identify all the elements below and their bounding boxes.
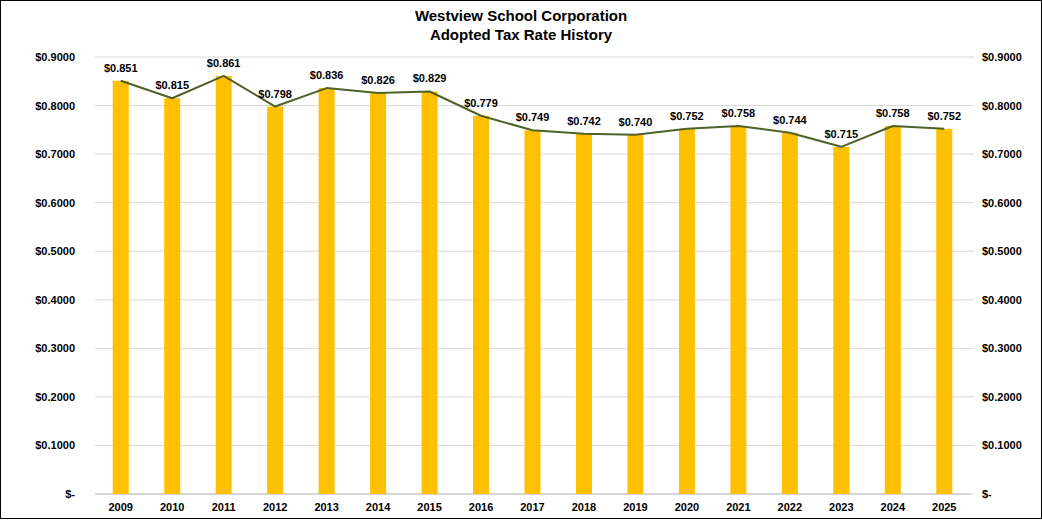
y2-tick-label: $0.6000 — [982, 197, 1022, 209]
y-tick-label: $0.9000 — [35, 51, 75, 63]
data-label: $0.758 — [876, 107, 910, 119]
y2-tick — [970, 57, 974, 58]
x-tick-label: 2016 — [469, 501, 493, 513]
y2-tick-label: $0.2000 — [982, 391, 1022, 403]
y2-tick — [970, 299, 974, 300]
data-label: $0.749 — [516, 111, 550, 123]
y-tick-label: $0.6000 — [35, 197, 75, 209]
bar — [679, 129, 695, 494]
y2-tick — [970, 494, 974, 495]
data-label: $0.836 — [310, 69, 344, 81]
subtitle: Adopted Tax Rate History — [430, 26, 613, 43]
y2-tick-label: $0.3000 — [982, 342, 1022, 354]
x-tick-label: 2022 — [778, 501, 802, 513]
bar — [267, 107, 283, 494]
y-tick-label: $0.2000 — [35, 391, 75, 403]
y2-tick-label: $- — [982, 488, 992, 500]
y2-tick — [970, 348, 974, 349]
data-label: $0.758 — [722, 107, 756, 119]
bar — [422, 91, 438, 494]
bar — [576, 134, 592, 494]
y2-tick — [970, 445, 974, 446]
chart-border — [1, 1, 1042, 519]
data-label: $0.826 — [361, 74, 395, 86]
x-tick-label: 2017 — [520, 501, 544, 513]
line — [121, 76, 945, 147]
x-tick-label: 2015 — [417, 501, 441, 513]
data-label: $0.752 — [670, 110, 704, 122]
data-label: $0.815 — [155, 79, 189, 91]
bar — [730, 126, 746, 494]
x-tick-label: 2010 — [160, 501, 184, 513]
data-label: $0.742 — [567, 115, 601, 127]
x-tick-label: 2013 — [314, 501, 338, 513]
plot-area — [113, 76, 953, 494]
y2-tick-label: $0.9000 — [982, 51, 1022, 63]
bar — [833, 147, 849, 494]
y-tick-label: $0.5000 — [35, 245, 75, 257]
y2-tick-label: $0.1000 — [982, 439, 1022, 451]
y-tick-label: $- — [65, 488, 75, 500]
bar — [525, 130, 541, 494]
y-tick-label: $0.4000 — [35, 294, 75, 306]
x-tick-label: 2009 — [108, 501, 132, 513]
y-tick-label: $0.8000 — [35, 100, 75, 112]
bar — [627, 135, 643, 494]
x-tick-label: 2019 — [623, 501, 647, 513]
x-tick-label: 2020 — [675, 501, 699, 513]
y2-tick — [970, 251, 974, 252]
y-tick-label: $0.7000 — [35, 148, 75, 160]
y2-tick — [970, 154, 974, 155]
data-label: $0.798 — [258, 88, 292, 100]
data-label: $0.829 — [413, 72, 447, 84]
bar — [319, 88, 335, 494]
data-labels: $0.851 $0.815 $0.861 $0.798 $0.836 $0.826 $0.8… — [104, 57, 961, 140]
y2-tick-label: $0.4000 — [982, 294, 1022, 306]
data-label: $0.861 — [207, 57, 241, 69]
y2-tick-label: $0.7000 — [982, 148, 1022, 160]
y2-tick — [970, 202, 974, 203]
data-label: $0.752 — [927, 110, 961, 122]
data-label: $0.744 — [773, 114, 808, 126]
data-label: $0.851 — [104, 62, 138, 74]
y-tick-label: $0.1000 — [35, 439, 75, 451]
bar — [216, 76, 232, 494]
chart: Westview School Corporation Adopted Tax R… — [0, 0, 1042, 521]
background — [0, 0, 1042, 521]
data-label: $0.779 — [464, 97, 498, 109]
x-tick-label: 2024 — [881, 501, 906, 513]
y2-tick-label: $0.8000 — [982, 100, 1022, 112]
x-tick-label: 2014 — [366, 501, 391, 513]
x-tick-label: 2025 — [932, 501, 956, 513]
x-tick-label: 2011 — [212, 501, 236, 513]
y2-tick — [970, 105, 974, 106]
y2-tick — [970, 396, 974, 397]
x-tick-label: 2023 — [829, 501, 853, 513]
data-label: $0.715 — [824, 128, 858, 140]
data-label: $0.740 — [619, 116, 653, 128]
x-tick-label: 2021 — [726, 501, 750, 513]
bar — [885, 126, 901, 494]
y-tick-label: $0.3000 — [35, 342, 75, 354]
title: Westview School Corporation — [415, 7, 627, 24]
x-tick-label: 2012 — [263, 501, 287, 513]
x-tick-label: 2018 — [572, 501, 596, 513]
bar — [370, 93, 386, 494]
bar — [782, 133, 798, 494]
bar — [113, 81, 129, 494]
y2-tick-label: $0.5000 — [982, 245, 1022, 257]
bar — [936, 129, 952, 494]
bar — [473, 116, 489, 494]
bar — [164, 98, 180, 494]
